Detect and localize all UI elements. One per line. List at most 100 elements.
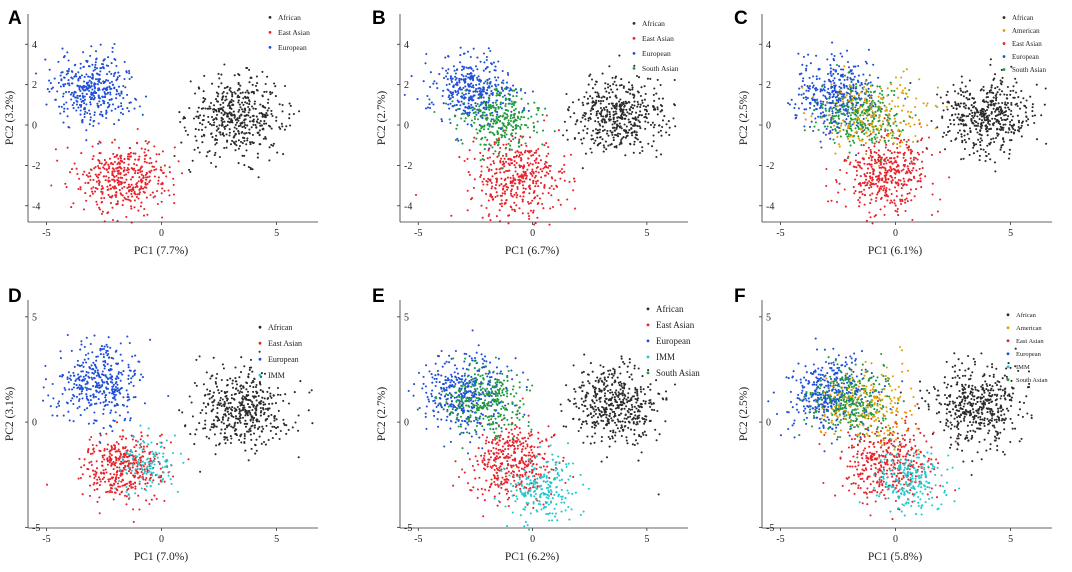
data-point <box>253 100 256 103</box>
data-point <box>876 185 879 188</box>
data-point <box>129 147 132 150</box>
data-point <box>220 404 223 408</box>
data-point <box>849 125 852 128</box>
data-point <box>264 136 267 139</box>
data-point <box>91 192 94 195</box>
data-point <box>886 199 889 202</box>
data-point <box>612 139 615 142</box>
data-point <box>612 126 615 129</box>
x-tick-label: 0 <box>893 228 898 239</box>
data-point <box>188 395 191 398</box>
data-point <box>507 222 510 225</box>
data-point <box>260 124 264 127</box>
data-point <box>162 171 165 174</box>
data-point <box>821 111 825 114</box>
data-point <box>936 86 939 89</box>
data-point <box>896 164 899 167</box>
data-point <box>927 136 931 139</box>
data-point <box>878 189 881 192</box>
data-point <box>522 170 525 173</box>
data-point <box>268 159 271 162</box>
data-point <box>240 441 243 444</box>
data-point <box>248 368 251 371</box>
data-point <box>810 115 813 118</box>
data-point <box>848 163 851 166</box>
data-point <box>606 110 609 113</box>
data-point <box>855 85 858 88</box>
data-point <box>615 112 618 115</box>
data-point <box>115 174 118 177</box>
data-point <box>109 88 112 91</box>
data-point <box>460 138 463 141</box>
data-point <box>90 81 93 84</box>
data-point <box>472 84 475 87</box>
data-point <box>609 129 612 132</box>
data-point <box>874 160 877 163</box>
data-point <box>137 209 140 212</box>
data-point <box>966 133 969 136</box>
data-point <box>523 151 526 154</box>
data-point <box>85 174 88 177</box>
data-point <box>607 144 610 147</box>
data-point <box>78 177 81 180</box>
data-point <box>647 142 650 145</box>
data-point <box>894 209 897 212</box>
data-point <box>1010 119 1013 122</box>
data-point <box>44 58 47 61</box>
data-point <box>148 162 151 165</box>
data-point <box>493 143 496 146</box>
data-point <box>74 73 77 76</box>
data-point <box>519 125 522 129</box>
data-point <box>1018 107 1022 110</box>
data-point <box>868 74 871 77</box>
data-point <box>501 69 504 73</box>
data-point <box>95 180 98 183</box>
data-point <box>101 96 104 99</box>
data-point <box>504 160 508 163</box>
data-point <box>482 101 486 104</box>
data-point <box>243 121 246 124</box>
data-point <box>657 131 660 134</box>
data-point <box>565 92 568 96</box>
data-point <box>961 91 965 94</box>
data-point <box>841 55 844 58</box>
data-point <box>467 76 470 79</box>
data-point <box>649 123 653 126</box>
data-point <box>429 85 432 89</box>
data-point <box>963 138 966 142</box>
data-point <box>612 120 615 123</box>
data-point <box>949 122 952 125</box>
data-point <box>83 113 86 116</box>
data-point <box>497 152 500 155</box>
data-point <box>234 123 237 126</box>
data-point <box>871 110 874 113</box>
data-point <box>238 108 241 112</box>
data-point <box>883 104 886 107</box>
data-point <box>249 168 252 171</box>
data-point <box>948 176 951 179</box>
data-point <box>495 117 498 120</box>
data-point <box>851 135 854 138</box>
data-point <box>870 152 873 155</box>
data-point <box>912 158 915 161</box>
data-point <box>487 128 490 131</box>
data-point <box>903 163 907 166</box>
data-point <box>208 105 211 108</box>
data-point <box>888 157 892 160</box>
data-point <box>202 107 205 110</box>
data-point <box>125 70 128 73</box>
data-point <box>105 116 108 120</box>
data-point <box>589 73 592 76</box>
data-point <box>131 195 134 198</box>
data-point <box>236 389 240 392</box>
data-point <box>498 139 501 142</box>
data-point <box>533 176 536 179</box>
data-point <box>798 87 801 90</box>
data-point <box>124 181 127 184</box>
data-point <box>230 98 233 101</box>
data-point <box>502 89 505 92</box>
data-point <box>963 147 966 151</box>
data-point <box>917 118 921 122</box>
